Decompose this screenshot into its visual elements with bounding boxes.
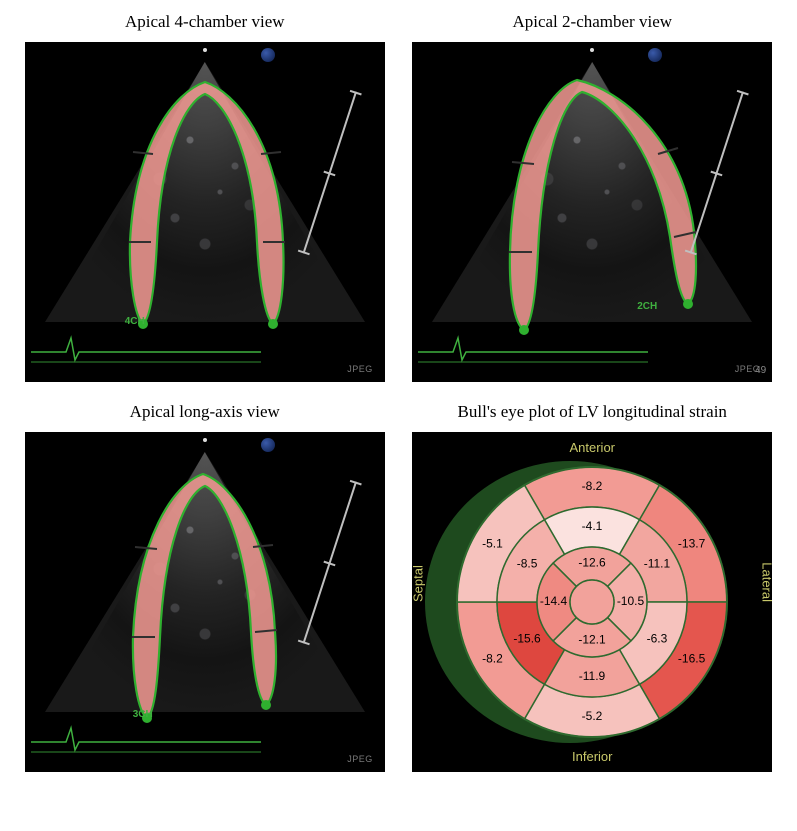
svg-text:-13.7: -13.7 (678, 537, 706, 551)
view-label-alax: 3CH (133, 709, 153, 720)
view-label-a2c: 2CH (637, 301, 657, 312)
strain-overlay-a4c (25, 42, 385, 382)
ecg-trace (418, 334, 648, 364)
svg-text:-8.2: -8.2 (582, 479, 603, 493)
jpeg-label: JPEG (347, 364, 373, 374)
echo-a4c: 4CH JPEG (25, 42, 385, 382)
panel-bullseye: Bull's eye plot of LV longitudinal strai… (408, 402, 778, 772)
svg-text:-5.1: -5.1 (482, 537, 503, 551)
svg-text:-8.2: -8.2 (482, 652, 503, 666)
view-label-a4c: 4CH (125, 316, 145, 327)
svg-text:-12.1: -12.1 (579, 633, 607, 647)
svg-text:-12.6: -12.6 (579, 556, 607, 570)
panel-a4c: Apical 4-chamber view (20, 12, 390, 382)
panel-alax: Apical long-axis view (20, 402, 390, 772)
frame-number: 49 (755, 365, 766, 376)
strain-overlay-a2c (412, 42, 772, 382)
strain-overlay-alax (25, 432, 385, 772)
svg-text:-4.1: -4.1 (582, 519, 603, 533)
svg-text:-14.4: -14.4 (540, 594, 568, 608)
ecg-trace (31, 724, 261, 754)
title-a4c: Apical 4-chamber view (125, 12, 285, 32)
panel-a2c: Apical 2-chamber view (408, 12, 778, 382)
echo-alax: 3CH JPEG (25, 432, 385, 772)
jpeg-label: JPEG (347, 754, 373, 764)
svg-text:-5.2: -5.2 (582, 709, 603, 723)
ecg-trace (31, 334, 261, 364)
svg-text:-8.5: -8.5 (517, 557, 538, 571)
bullseye-plot: -8.2 -13.7 -16.5 -5.2 -8.2 -5.1 -4.1 -11.1 -6.3 -… (422, 442, 762, 762)
title-alax: Apical long-axis view (130, 402, 280, 422)
echo-a2c: 2CH JPEG 49 (412, 42, 772, 382)
svg-text:-11.1: -11.1 (644, 557, 671, 571)
svg-text:-6.3: -6.3 (647, 632, 668, 646)
title-a2c: Apical 2-chamber view (512, 12, 672, 32)
svg-text:-10.5: -10.5 (617, 594, 645, 608)
title-bullseye: Bull's eye plot of LV longitudinal strai… (458, 402, 727, 422)
svg-text:-15.6: -15.6 (514, 632, 542, 646)
svg-text:-16.5: -16.5 (678, 652, 706, 666)
bullseye-box: Anterior Inferior Septal Lateral -8.2-13… (412, 432, 772, 772)
svg-text:-11.9: -11.9 (579, 669, 606, 683)
